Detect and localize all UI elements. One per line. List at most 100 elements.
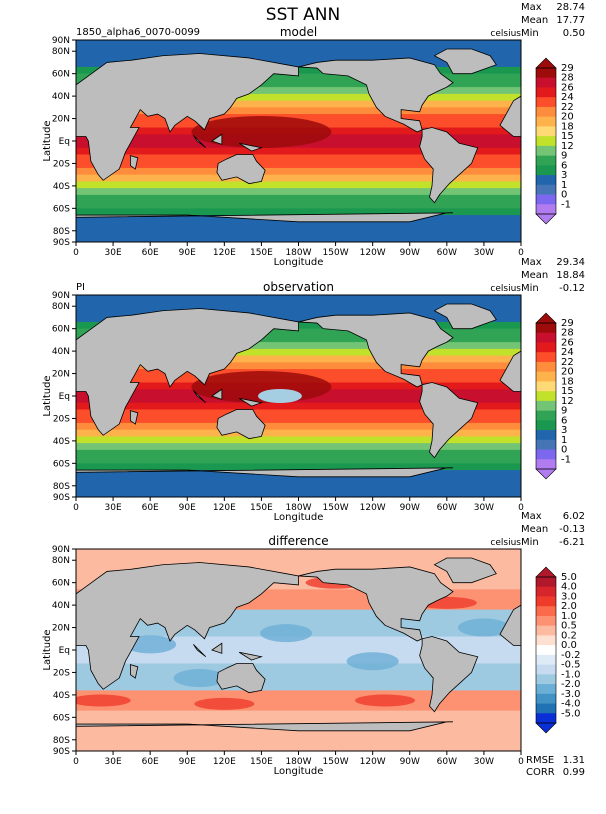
field-band (76, 562, 521, 570)
colorbar-label: 3.0 (561, 591, 577, 602)
field-band (76, 208, 521, 216)
y-tick-label: 80S (53, 227, 70, 237)
colorbar-swatch (536, 352, 556, 363)
field-band (76, 643, 521, 651)
x-axis-label: Longitude (274, 512, 324, 523)
stat-max-label: Max (521, 257, 542, 268)
field-band (76, 228, 521, 236)
field-band (76, 174, 521, 182)
land-mask (298, 566, 454, 642)
x-tick-label: 120W (360, 248, 386, 258)
colorbar-label: 12 (561, 141, 574, 152)
y-axis-label: Latitude (42, 375, 53, 416)
colorbar-swatch (536, 361, 556, 372)
warm-anomaly (76, 694, 131, 707)
field-band (76, 737, 521, 745)
stat-mean-label: Mean (521, 524, 548, 535)
colorbar-label: 22 (561, 357, 574, 368)
land-mask (211, 133, 223, 145)
colorbar-swatch (536, 635, 556, 646)
x-tick-label: 150E (250, 248, 273, 258)
colorbar-label: -0.2 (561, 650, 581, 661)
field-band (76, 483, 521, 491)
colorbar-swatch (536, 332, 556, 343)
y-tick-label: 80S (53, 482, 70, 492)
colorbar-bottom-arrow (535, 722, 557, 734)
x-tick-label: 120W (360, 503, 386, 513)
land-mask (238, 397, 263, 407)
x-tick-label: 30E (105, 757, 122, 767)
y-tick-label: 90S (53, 493, 70, 503)
field-band (76, 355, 521, 363)
land-mask (129, 410, 139, 425)
y-axis-label: Latitude (42, 120, 53, 161)
x-tick-label: 90W (400, 503, 420, 513)
case-label: 1850_alpha6_0070-0099 (76, 27, 200, 38)
field-band (76, 221, 521, 230)
field-band (76, 73, 521, 81)
field-band (76, 147, 521, 156)
x-tick-label: 90E (179, 757, 196, 767)
colorbar-swatch (536, 194, 556, 205)
x-tick-label: 150W (323, 757, 349, 767)
colorbar-label: 1.0 (561, 611, 577, 622)
y-tick-label: 90S (53, 238, 70, 248)
field-band (76, 60, 521, 68)
field-band (76, 369, 521, 377)
field-band (76, 609, 521, 617)
rmse-value: 1.31 (563, 755, 585, 766)
x-tick-label: 0 (73, 248, 79, 258)
colorbar-label: 9 (561, 406, 567, 417)
colorbar-label: -4.0 (561, 699, 581, 710)
corr-value: 0.99 (563, 767, 585, 778)
x-tick-label: 180W (285, 503, 311, 513)
x-tick-label: 0 (518, 757, 524, 767)
colorbar-label: -2.0 (561, 679, 581, 690)
rmse-label: RMSE (526, 755, 554, 766)
field-band (76, 670, 521, 678)
colorbar-swatch (536, 381, 556, 392)
colorbar-label: 1 (561, 435, 567, 446)
field-band (76, 589, 521, 597)
land-mask (76, 562, 299, 690)
x-tick-label: 30W (474, 757, 494, 767)
land-mask (193, 135, 207, 149)
field-band (76, 301, 521, 310)
colorbar-label: 0.0 (561, 640, 577, 651)
colorbar-label: -1.0 (561, 669, 581, 680)
colorbar-swatch (536, 87, 556, 98)
x-tick-label: 60E (142, 248, 159, 258)
field-band (76, 80, 521, 88)
warm-pool-max (257, 389, 302, 403)
figure-title: SST ANN (266, 5, 340, 25)
land-mask (298, 57, 454, 133)
colorbar-label: -1 (561, 199, 571, 210)
field-band (76, 53, 521, 61)
colorbar-label: 15 (561, 131, 574, 142)
x-tick-label: 60E (142, 503, 159, 513)
y-tick-label: 90N (52, 291, 70, 301)
colorbar-swatch (536, 449, 556, 460)
land-mask (211, 388, 223, 400)
colorbar-label: 15 (561, 386, 574, 397)
y-tick-label: 40S (53, 437, 70, 447)
field-band (76, 201, 521, 209)
y-tick-label: 40N (52, 347, 70, 357)
field-band (76, 100, 521, 108)
x-tick-label: 60W (437, 503, 457, 513)
stat-mean-label: Mean (521, 270, 548, 281)
y-axis-label: Latitude (42, 629, 53, 670)
field-band (76, 416, 521, 424)
x-tick-label: 0 (73, 503, 79, 513)
colorbar-label: 3 (561, 425, 567, 436)
x-tick-label: 180W (285, 757, 311, 767)
field-band (76, 476, 521, 485)
field-band (76, 348, 521, 357)
colorbar-bottom-arrow (535, 213, 557, 225)
land-mask (433, 303, 497, 330)
x-tick-label: 120W (360, 757, 386, 767)
field-band (76, 181, 521, 189)
x-tick-label: 120E (213, 503, 236, 513)
field-band (76, 328, 521, 336)
land-mask (76, 53, 299, 181)
